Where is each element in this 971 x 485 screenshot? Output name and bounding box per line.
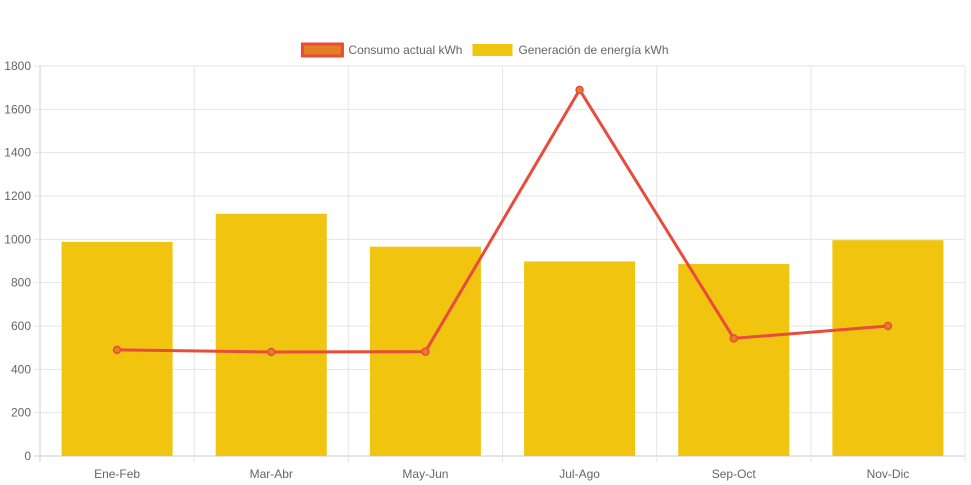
y-tick-label: 600 [11,319,31,333]
x-tick-label: Mar-Abr [250,467,293,481]
x-tick-label: Jul-Ago [559,467,600,481]
bar-mar-abr [215,213,327,456]
x-tick-label: Sep-Oct [712,467,757,481]
y-tick-label: 800 [11,276,31,290]
line-point-jul-ago [575,85,584,95]
grid [34,65,966,462]
x-tick-label: Nov-Dic [867,467,910,481]
x-tick-label: May-Jun [402,467,448,481]
legend-swatch [300,42,344,58]
y-tick-label: 1400 [4,146,31,160]
x-axis: Ene-Feb Mar-Abr May-Jun Jul-Ago Sep-Oct Nov-D… [94,467,909,481]
y-tick-label: 0 [24,449,31,463]
line-point-may-jun [421,347,430,356]
line-point-ene-feb [112,345,122,355]
y-tick-label: 1800 [4,59,31,73]
y-axis: 0 200 400 600 800 1000 1200 1400 1600 1800 [4,59,31,463]
legend-label: Consumo actual kWh [348,43,462,57]
legend-swatch [472,44,513,56]
bar-sep-oct [678,264,790,456]
line-point-nov-dic [883,321,893,331]
bar-nov-dic [832,240,944,456]
y-tick-label: 1600 [4,102,31,116]
y-tick-label: 1000 [4,232,31,246]
y-tick-label: 1200 [4,189,31,203]
line-path [117,88,889,354]
legend: Consumo actual kWh Generación de energía … [300,42,669,58]
legend-label: Generación de energía kWh [518,43,668,57]
x-tick-label: Ene-Feb [94,467,140,481]
line-point-mar-abr [267,347,276,357]
line-point-sep-oct [729,334,738,343]
line-series [112,85,893,357]
y-tick-label: 200 [11,406,31,420]
bar-jul-ago [524,261,636,456]
y-tick-label: 400 [11,362,31,376]
